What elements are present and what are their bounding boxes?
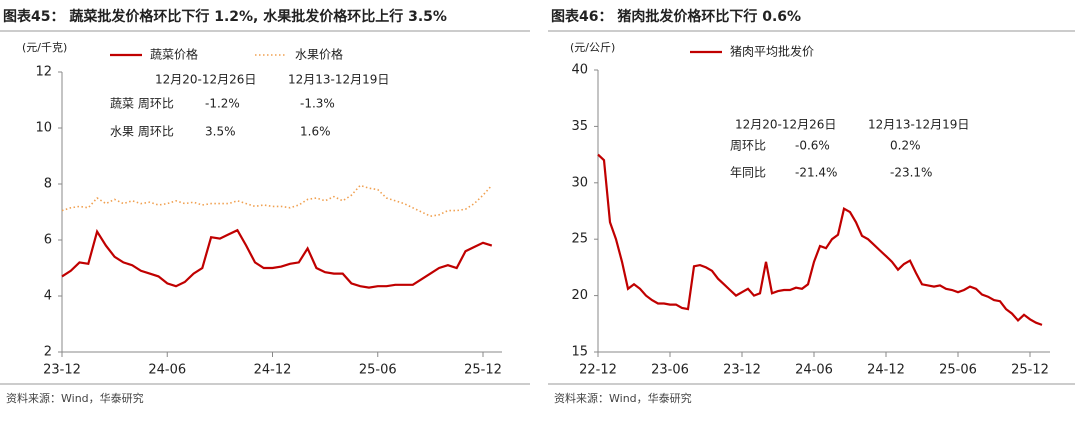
y-tick-label: 2 xyxy=(44,345,52,360)
legend-label: 蔬菜价格 xyxy=(150,47,198,62)
x-tick-label: 25-12 xyxy=(464,363,502,378)
source-note: 资料来源：Wind，华泰研究 xyxy=(6,391,144,405)
x-tick-label: 24-06 xyxy=(148,363,186,378)
y-tick-label: 40 xyxy=(571,63,588,78)
y-tick-label: 20 xyxy=(571,288,588,303)
y-tick-label: 6 xyxy=(44,233,52,248)
y-tick-label: 12 xyxy=(35,65,52,80)
y-tick-label: 15 xyxy=(571,345,588,360)
x-tick-label: 23-12 xyxy=(723,363,761,378)
y-tick-label: 10 xyxy=(35,121,52,136)
x-tick-label: 25-06 xyxy=(939,363,977,378)
y-tick-label: 4 xyxy=(44,289,52,304)
series-line xyxy=(61,228,493,289)
annotation-cell: -21.4% xyxy=(795,166,837,180)
y-tick-label: 8 xyxy=(44,177,52,192)
annotation-cell: 蔬菜 周环比 xyxy=(110,97,174,111)
chart-title: 图表45： 蔬菜批发价格环比下行 1.2%, 水果批发价格环比上行 3.5% xyxy=(3,8,447,25)
chart-title: 图表46： 猪肉批发价格环比下行 0.6% xyxy=(551,8,801,25)
y-axis-label: (元/千克) xyxy=(22,41,67,54)
legend-label: 水果价格 xyxy=(295,47,343,62)
x-tick-label: 24-12 xyxy=(254,363,292,378)
annotation-cell: -1.3% xyxy=(300,97,335,111)
series-line xyxy=(61,184,493,218)
annotation-cell: -1.2% xyxy=(205,97,240,111)
x-tick-label: 23-12 xyxy=(43,363,81,378)
x-tick-label: 25-06 xyxy=(359,363,397,378)
annotation-cell: -0.6% xyxy=(795,139,830,153)
annotation-cell: 3.5% xyxy=(205,125,236,139)
y-tick-label: 25 xyxy=(571,232,588,247)
annotation-cell: 水果 周环比 xyxy=(110,125,174,139)
series-line xyxy=(597,153,1043,326)
x-tick-label: 23-06 xyxy=(651,363,689,378)
x-tick-label: 24-12 xyxy=(867,363,905,378)
y-tick-label: 30 xyxy=(571,175,588,190)
annotation-header: 12月20-12月26日 xyxy=(155,73,256,87)
source-note: 资料来源：Wind，华泰研究 xyxy=(554,391,692,405)
annotation-header: 12月20-12月26日 xyxy=(735,118,836,132)
legend-label: 猪肉平均批发价 xyxy=(730,44,814,59)
x-tick-label: 22-12 xyxy=(579,363,617,378)
annotation-header: 12月13-12月19日 xyxy=(868,118,969,132)
x-tick-label: 24-06 xyxy=(795,363,833,378)
annotation-cell: 1.6% xyxy=(300,125,331,139)
x-tick-label: 25-12 xyxy=(1011,363,1049,378)
y-tick-label: 35 xyxy=(571,119,588,134)
annotation-cell: -23.1% xyxy=(890,166,932,180)
annotation-cell: 年同比 xyxy=(730,166,766,180)
y-axis-label: (元/公斤) xyxy=(570,41,615,54)
annotation-cell: 周环比 xyxy=(730,139,766,153)
annotation-header: 12月13-12月19日 xyxy=(288,73,389,87)
annotation-cell: 0.2% xyxy=(890,139,921,153)
